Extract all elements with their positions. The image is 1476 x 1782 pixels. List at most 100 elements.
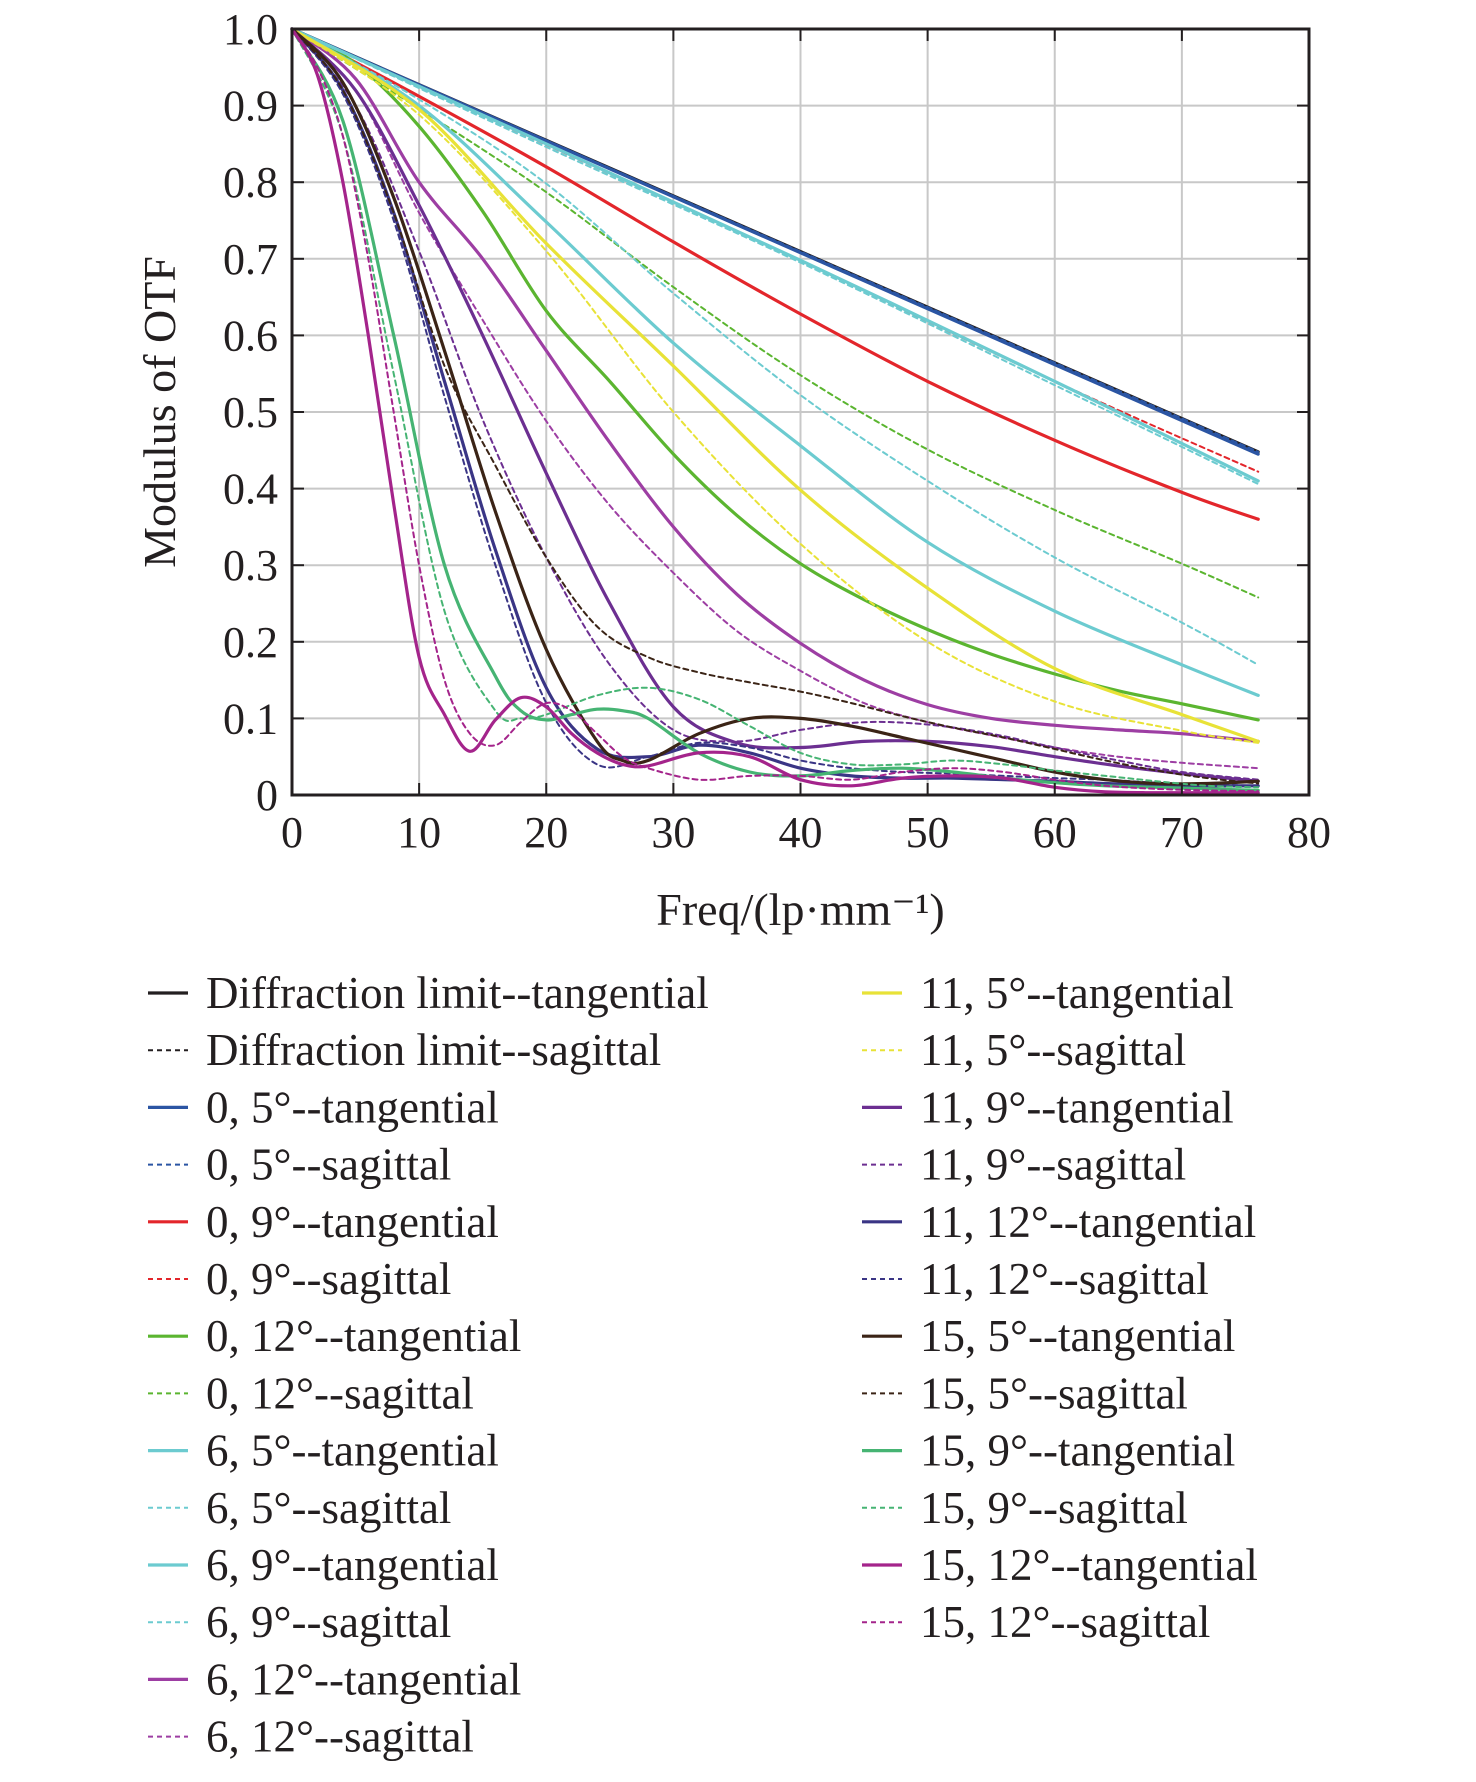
legend-label: 0, 12°--sagittal [206, 1368, 474, 1418]
series-line-21 [291, 28, 1260, 785]
legend-label: 15, 12°--sagittal [920, 1597, 1210, 1647]
series-line-22 [290, 27, 1260, 792]
y-tick-label: 1.0 [223, 5, 278, 54]
legend-label: 11, 9°--sagittal [920, 1140, 1186, 1190]
x-tick-label: 40 [779, 808, 823, 857]
legend-item: 15, 9°--tangential [862, 1426, 1235, 1476]
series-line-3 [291, 28, 1260, 453]
y-tick-label: 0.8 [223, 158, 278, 207]
series-line-8 [290, 27, 1260, 483]
x-tick-label: 50 [906, 808, 950, 857]
legend-item: 6, 9°--tangential [148, 1540, 499, 1590]
legend-item: 0, 9°--sagittal [148, 1254, 451, 1304]
legend-item: 6, 12°--tangential [148, 1654, 521, 1704]
series-line-6 [290, 27, 1260, 722]
series-line-4 [290, 27, 1260, 521]
legend-label: 11, 5°--sagittal [920, 1025, 1186, 1075]
legend-label: 6, 5°--sagittal [206, 1483, 451, 1533]
legend-label: 0, 9°--sagittal [206, 1254, 451, 1304]
series-lines [290, 27, 1260, 795]
legend-label: 15, 5°--tangential [920, 1311, 1235, 1361]
x-tick-label: 80 [1287, 808, 1331, 857]
y-tick-label: 0.2 [223, 618, 278, 667]
grid-lines [292, 29, 1309, 795]
legend: Diffraction limit--tangential Diffraction… [148, 968, 1258, 1762]
x-tick-label: 10 [397, 808, 441, 857]
legend-label: Diffraction limit--sagittal [206, 1025, 661, 1075]
y-tick-label: 0.6 [223, 311, 278, 360]
legend-item: 15, 9°--sagittal [862, 1483, 1188, 1533]
series-line-15 [291, 28, 1260, 744]
legend-label: 11, 12°--sagittal [920, 1254, 1209, 1304]
y-tick-label: 0.4 [223, 465, 278, 514]
legend-item: Diffraction limit--sagittal [148, 1025, 661, 1075]
series-line-24 [290, 27, 1260, 795]
legend-label: 0, 5°--tangential [206, 1082, 499, 1132]
legend-item: 11, 9°--tangential [862, 1082, 1234, 1132]
legend-label: 15, 5°--sagittal [920, 1368, 1188, 1418]
series-line-13 [291, 28, 1260, 770]
legend-label: Diffraction limit--tangential [206, 968, 709, 1018]
legend-label: 6, 5°--tangential [206, 1426, 499, 1476]
legend-label: 11, 5°--tangential [920, 968, 1234, 1018]
series-line-16 [290, 27, 1260, 783]
x-axis-label: Freq/(lp·mm⁻¹) [656, 884, 944, 935]
legend-label: 11, 9°--tangential [920, 1082, 1234, 1132]
y-tick-label: 0.7 [223, 235, 278, 284]
legend-label: 0, 12°--tangential [206, 1311, 521, 1361]
series-line-7 [291, 28, 1260, 599]
x-tick-label: 30 [651, 808, 695, 857]
legend-item: 6, 5°--tangential [148, 1426, 499, 1476]
x-tick-labels: 0 10 20 30 40 50 60 70 80 [281, 808, 1331, 857]
series-line-10 [290, 27, 1260, 697]
y-tick-label: 0.5 [223, 388, 278, 437]
legend-item: 15, 12°--tangential [862, 1540, 1258, 1590]
series-line-9 [291, 28, 1260, 485]
legend-label: 11, 12°--tangential [920, 1197, 1256, 1247]
y-tick-label: 0.3 [223, 541, 278, 590]
series-line-12 [290, 27, 1260, 743]
legend-item: 6, 12°--sagittal [148, 1712, 474, 1762]
series-line-25 [291, 28, 1260, 793]
series-line-20 [290, 27, 1260, 786]
legend-item: 15, 12°--sagittal [862, 1597, 1210, 1647]
legend-label: 6, 9°--sagittal [206, 1597, 451, 1647]
legend-item: 11, 12°--sagittal [862, 1254, 1209, 1304]
legend-item: 0, 9°--tangential [148, 1197, 499, 1247]
legend-item: 0, 12°--tangential [148, 1311, 521, 1361]
series-line-11 [291, 28, 1260, 666]
x-tick-label: 60 [1033, 808, 1077, 857]
legend-label: 15, 9°--tangential [920, 1426, 1235, 1476]
y-axis-label: Modulus of OTF [134, 256, 185, 568]
legend-item: 11, 5°--tangential [862, 968, 1234, 1018]
legend-label: 15, 9°--sagittal [920, 1483, 1188, 1533]
legend-label: 0, 9°--tangential [206, 1197, 499, 1247]
legend-label: 6, 9°--tangential [206, 1540, 499, 1590]
x-tick-label: 70 [1160, 808, 1204, 857]
legend-item: 0, 5°--tangential [148, 1082, 499, 1132]
x-tick-label: 20 [524, 808, 568, 857]
series-line-23 [291, 28, 1260, 789]
legend-item: 15, 5°--sagittal [862, 1368, 1188, 1418]
y-tick-label: 0 [256, 771, 278, 820]
legend-item: 0, 12°--sagittal [148, 1368, 474, 1418]
legend-item: 11, 12°--tangential [862, 1197, 1256, 1247]
series-line-19 [291, 28, 1260, 787]
legend-label: 0, 5°--sagittal [206, 1140, 451, 1190]
legend-label: 15, 12°--tangential [920, 1540, 1258, 1590]
y-tick-labels: 0 0.1 0.2 0.3 0.4 0.5 0.6 0.7 0.8 0.9 1.0 [223, 5, 278, 820]
y-tick-label: 0.1 [223, 694, 278, 743]
legend-item: 6, 9°--sagittal [148, 1597, 451, 1647]
legend-label: 6, 12°--tangential [206, 1654, 521, 1704]
x-tick-label: 0 [281, 808, 303, 857]
series-line-18 [290, 27, 1260, 788]
y-tick-label: 0.9 [223, 82, 278, 131]
series-line-14 [290, 27, 1260, 743]
legend-item: 0, 5°--sagittal [148, 1140, 451, 1190]
legend-item: 11, 9°--sagittal [862, 1140, 1186, 1190]
legend-item: 15, 5°--tangential [862, 1311, 1235, 1361]
legend-item: 6, 5°--sagittal [148, 1483, 451, 1533]
legend-label: 6, 12°--sagittal [206, 1712, 474, 1762]
axis-ticks [291, 28, 1310, 796]
